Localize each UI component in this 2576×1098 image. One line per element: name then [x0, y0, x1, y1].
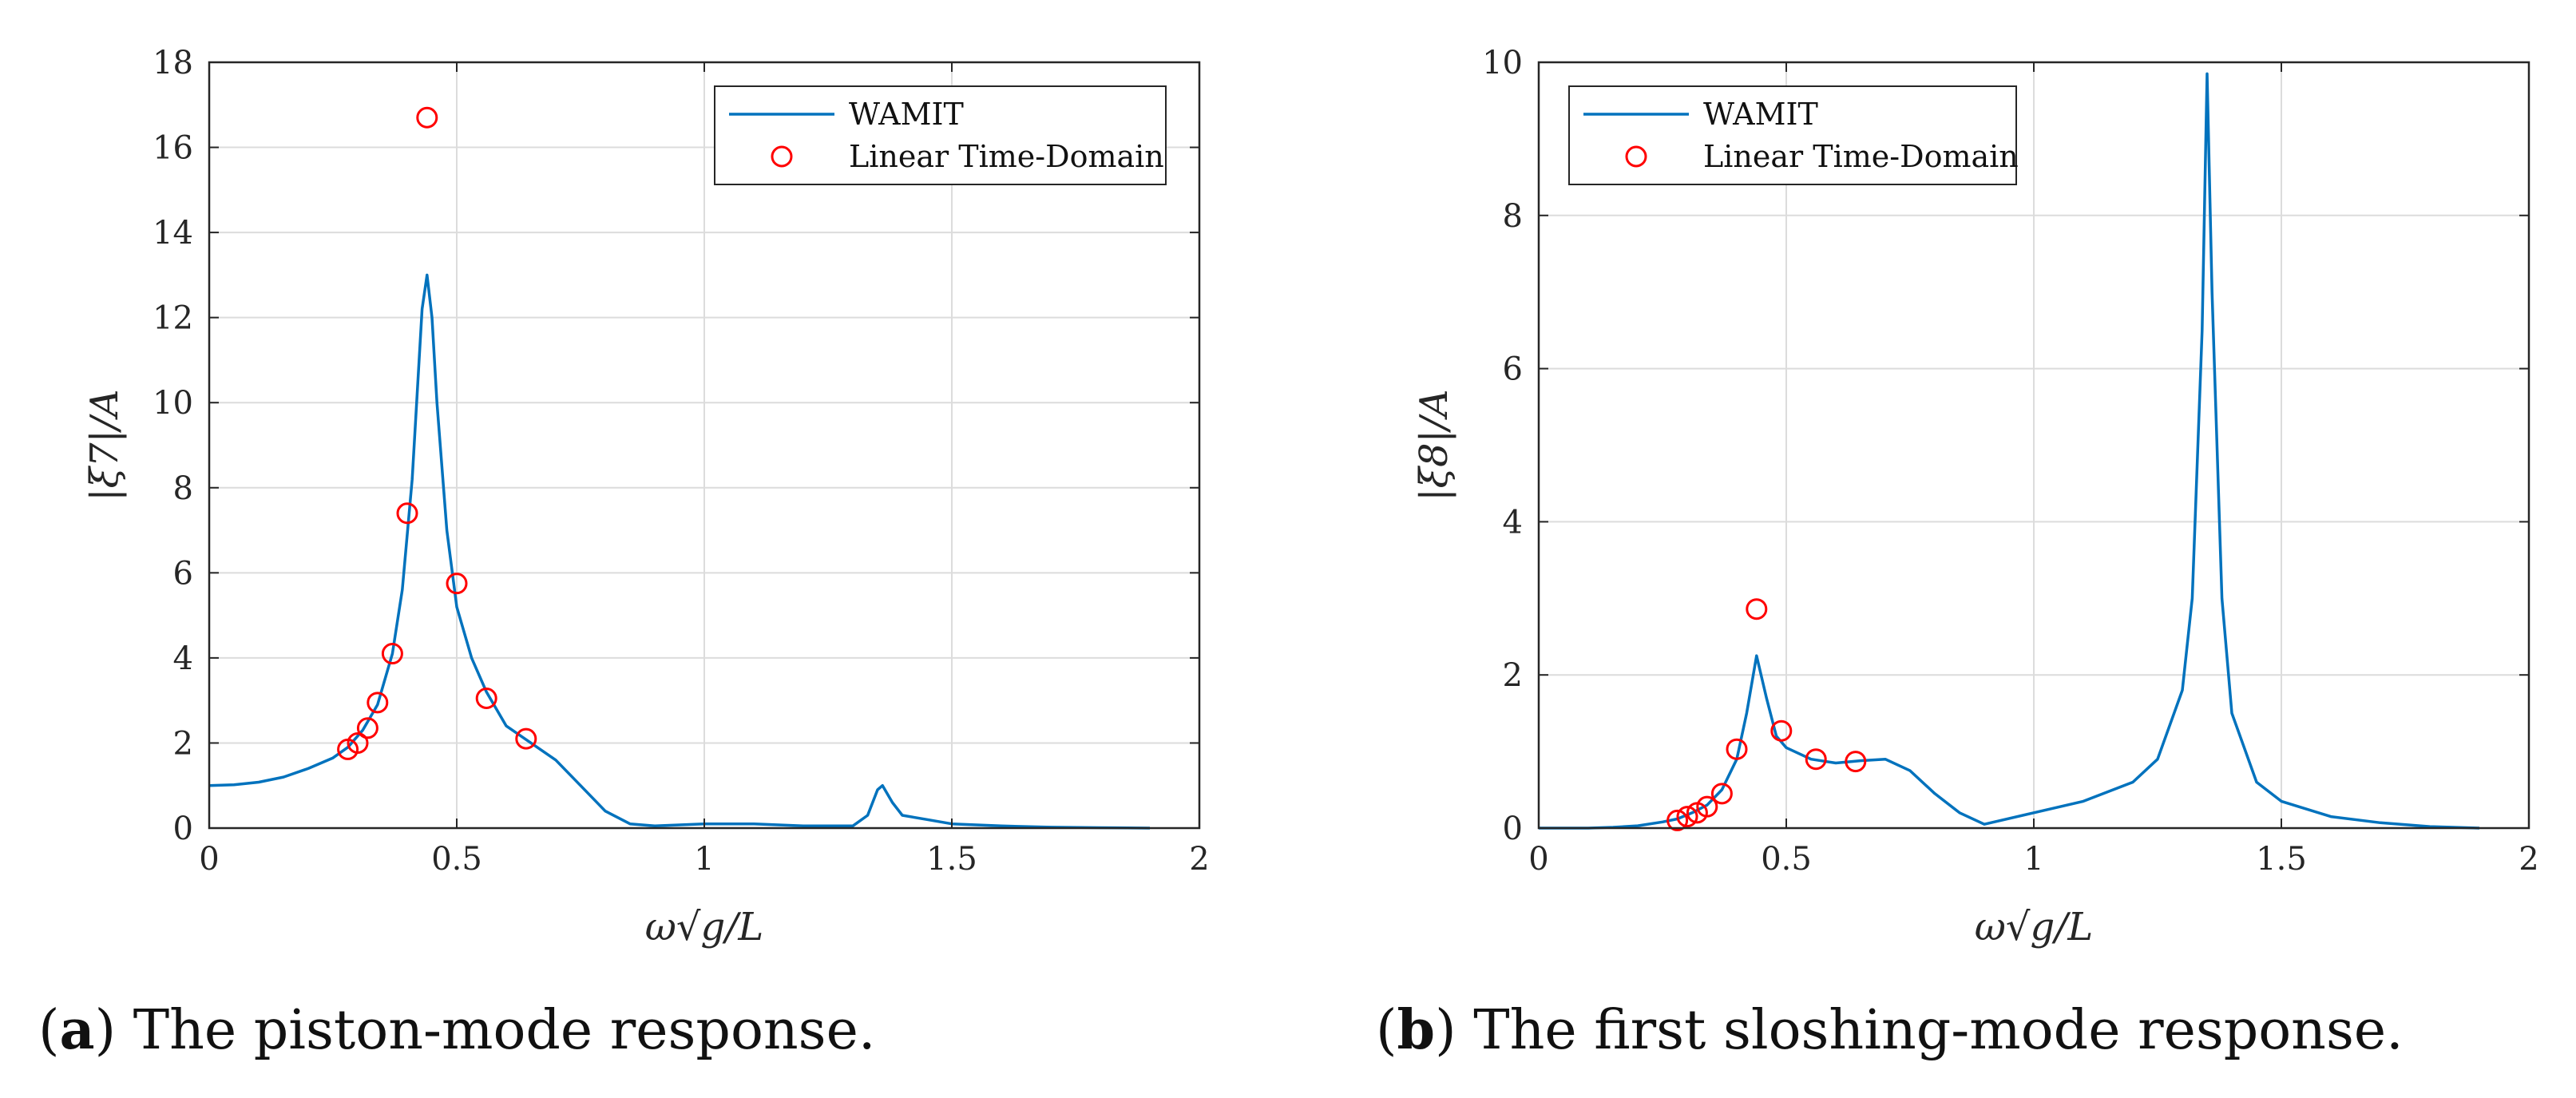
x-tick-label: 1 [694, 841, 714, 878]
y-tick-label: 6 [1503, 351, 1523, 388]
y-tick-label: 6 [173, 555, 193, 592]
data-point-linear-time-domain [416, 106, 438, 129]
x-tick-label: 0 [1528, 841, 1548, 878]
x-tick-label: 1.5 [926, 841, 977, 878]
y-tick-label: 18 [153, 45, 193, 81]
caption-b: (b) The first sloshing-mode response. [1376, 998, 2404, 1062]
y-tick-label: 10 [153, 385, 193, 422]
caption-a: (a) The piston-mode response. [38, 998, 876, 1062]
data-point-linear-time-domain [1770, 719, 1793, 742]
x-tick-label: 0.5 [431, 841, 482, 878]
data-point-linear-time-domain [1710, 783, 1733, 805]
y-tick-label: 14 [153, 215, 193, 252]
panel-b: 0 0.5 1 1.5 2 0 2 4 6 8 10 ω√g/L |ξ8|/A WAMIT Linear T… [1288, 0, 2576, 1098]
data-point-linear-time-domain [446, 573, 468, 595]
legend-wamit-label: WAMIT [849, 97, 964, 132]
data-point-linear-time-domain [347, 731, 369, 754]
x-tick-label: 0.5 [1761, 841, 1812, 878]
data-point-linear-time-domain [1676, 806, 1698, 828]
data-point-linear-time-domain [1696, 795, 1718, 818]
caption-text: The first sloshing-mode response. [1473, 999, 2404, 1062]
x-axis-label: ω√g/L [645, 905, 764, 949]
x-tick-label: 2 [1189, 841, 1209, 878]
data-point-linear-time-domain [1726, 738, 1748, 760]
y-tick-label: 2 [1503, 657, 1523, 694]
legend-wamit-label: WAMIT [1703, 97, 1818, 132]
x-tick-label: 1 [2023, 841, 2043, 878]
chart-b: 0 0.5 1 1.5 2 0 2 4 6 8 10 ω√g/L |ξ8|/A WAMIT Linear T… [1412, 45, 2539, 949]
x-tick-label: 1.5 [2256, 841, 2307, 878]
legend-marker-swatch [771, 145, 793, 168]
y-tick-label: 4 [1503, 504, 1523, 541]
legend-linear-time-domain-label: Linear Time-Domain [849, 139, 1164, 174]
y-tick-label: 4 [173, 640, 193, 677]
y-axis-label: |ξ7|/A [82, 389, 127, 501]
x-axis-label: ω√g/L [1975, 905, 2094, 949]
caption-letter: b [1397, 998, 1436, 1062]
legend-marker-swatch [1625, 145, 1647, 168]
data-point-linear-time-domain [475, 688, 497, 710]
data-point-linear-time-domain [1845, 751, 1867, 773]
y-tick-label: 16 [153, 130, 193, 167]
x-tick-label: 0 [199, 841, 219, 878]
data-point-linear-time-domain [367, 692, 389, 714]
caption-letter: a [59, 998, 95, 1062]
legend-linear-time-domain-label: Linear Time-Domain [1703, 139, 2019, 174]
data-point-linear-time-domain [396, 502, 418, 525]
series-wamit-line [1539, 72, 2480, 830]
series-wamit-line [208, 273, 1151, 830]
data-point-linear-time-domain [1805, 748, 1827, 771]
y-axis-label: |ξ8|/A [1412, 389, 1456, 501]
y-tick-label: 0 [173, 811, 193, 847]
y-tick-label: 10 [1482, 45, 1523, 81]
data-point-linear-time-domain [1746, 598, 1768, 620]
panel-a: 0 0.5 1 1.5 2 0 2 4 6 8 10 12 14 16 18 ω√g/L |ξ7|/A WAMIT… [38, 45, 1210, 1062]
caption-text: The piston-mode response. [133, 999, 876, 1062]
data-point-linear-time-domain [515, 727, 537, 750]
data-point-linear-time-domain [381, 643, 403, 665]
y-tick-label: 2 [173, 725, 193, 762]
y-tick-label: 12 [153, 300, 193, 337]
y-tick-label: 0 [1503, 811, 1523, 847]
legend-box [1568, 85, 2017, 185]
data-point-linear-time-domain [1666, 809, 1689, 831]
x-tick-label: 2 [2519, 841, 2538, 878]
y-tick-label: 8 [173, 470, 193, 507]
y-tick-label: 8 [1503, 198, 1523, 235]
data-point-linear-time-domain [356, 717, 378, 739]
chart-a: 0 0.5 1 1.5 2 0 2 4 6 8 10 12 14 16 18 ω√g/L |ξ7|/A WAMIT… [82, 45, 1210, 949]
legend-box [714, 85, 1167, 185]
